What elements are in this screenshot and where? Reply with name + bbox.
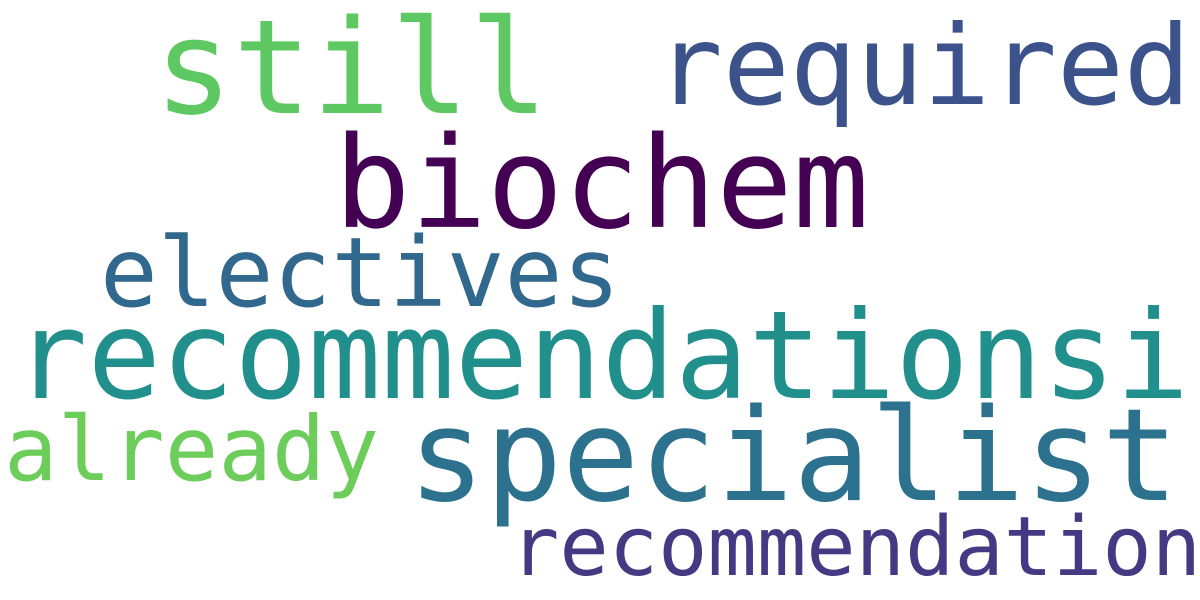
word-already: already (4, 397, 380, 501)
word-recommendations: recommendations (510, 500, 1200, 595)
word-recommendationsi: recommendationsi (14, 285, 1190, 427)
word-electives: electives (100, 217, 621, 329)
word-still: still (154, 0, 549, 144)
word-required: required (656, 2, 1191, 131)
word-specialist: specialist (408, 382, 1179, 531)
word-biochem: biochem (334, 109, 870, 257)
